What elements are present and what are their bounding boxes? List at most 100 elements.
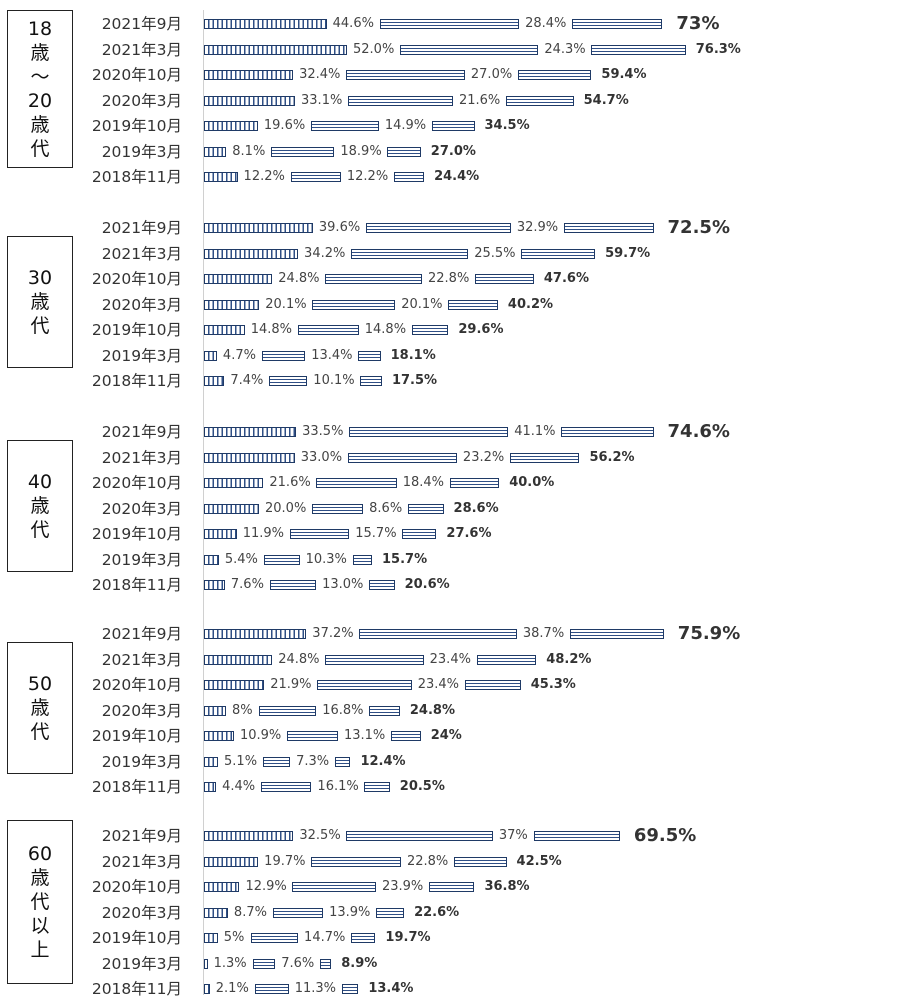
bar-total — [376, 907, 405, 918]
period-label: 2020年3月 — [101, 701, 182, 720]
bar-total — [411, 325, 449, 335]
data-label-a: 4.4% — [222, 779, 256, 794]
data-label-b: 16.1% — [317, 779, 359, 794]
period-label: 2021年9月 — [101, 15, 182, 33]
total-label: 73% — [676, 13, 720, 34]
total-label: 48.2% — [546, 651, 592, 667]
bar-segment-b — [269, 376, 308, 386]
data-label-a: 5.4% — [224, 551, 258, 567]
bar-total — [335, 756, 351, 767]
data-label-a: 19.6% — [263, 118, 306, 133]
bar-total — [360, 376, 382, 386]
data-label-a: 4.7% — [222, 347, 256, 363]
data-label-b: 11.3% — [294, 981, 337, 996]
data-label-b: 13.1% — [343, 728, 386, 743]
bar-segment-b — [263, 554, 300, 565]
bar-total — [393, 172, 425, 182]
data-label-a: 1.3% — [213, 955, 247, 971]
bar-total — [476, 654, 537, 665]
data-label-b: 37% — [498, 828, 528, 843]
data-label-a: 34.2% — [304, 245, 346, 261]
bar-segment-b — [325, 654, 424, 665]
group-label-box: 60 歳 代 以 上 — [7, 820, 73, 984]
data-label-a: 33.5% — [302, 424, 344, 439]
bar-segment-a — [204, 580, 225, 590]
total-label: 36.8% — [484, 879, 530, 894]
data-label-b: 13.0% — [322, 577, 364, 592]
bar-total — [369, 580, 395, 590]
data-label-a: 20.1% — [265, 296, 307, 312]
data-label-b: 23.2% — [462, 449, 505, 465]
data-label-b: 23.9% — [381, 879, 424, 894]
period-label: 2021年9月 — [101, 423, 182, 441]
period-label: 2020年3月 — [101, 903, 182, 922]
period-label: 2019年3月 — [101, 550, 182, 569]
data-label-a: 2.1% — [215, 981, 249, 996]
group-label: 40 歳 代 — [27, 471, 53, 541]
total-label: 59.4% — [601, 67, 647, 82]
bar-segment-a — [204, 756, 219, 767]
period-label: 2019年10月 — [91, 321, 182, 339]
data-label-b: 23.4% — [417, 677, 459, 692]
data-label-a: 11.9% — [242, 526, 285, 541]
data-label-a: 8% — [232, 702, 253, 718]
data-label-a: 33.1% — [301, 92, 343, 108]
bar-total — [521, 248, 596, 259]
bar-segment-a — [204, 146, 227, 157]
data-label-b: 20.1% — [401, 296, 443, 312]
bar-segment-a — [204, 654, 273, 665]
group-label: 60 歳 代 以 上 — [27, 843, 53, 961]
period-label: 2018年11月 — [91, 168, 182, 186]
bar-segment-b — [349, 427, 509, 437]
bar-total — [369, 705, 400, 716]
bar-segment-a — [204, 907, 228, 918]
total-label: 19.7% — [385, 930, 431, 945]
total-label: 47.6% — [543, 271, 589, 286]
bar-segment-a — [204, 325, 245, 335]
period-label: 2020年3月 — [101, 295, 182, 314]
bar-segment-b — [359, 629, 517, 639]
group-label: 18 歳 〜 20 歳 代 — [27, 18, 53, 160]
data-label-a: 44.6% — [332, 16, 374, 31]
bar-segment-a — [204, 274, 273, 284]
period-label: 2018年11月 — [91, 778, 182, 796]
bar-segment-b — [312, 503, 364, 514]
data-label-b: 14.8% — [364, 322, 407, 337]
total-label: 28.6% — [453, 500, 499, 516]
period-label: 2018年11月 — [91, 980, 182, 998]
total-label: 13.4% — [368, 981, 414, 996]
bar-segment-b — [263, 756, 291, 767]
data-label-a: 33.0% — [300, 449, 343, 465]
data-label-a: 12.2% — [243, 169, 285, 184]
bar-segment-b — [250, 933, 299, 943]
data-label-a: 24.8% — [278, 651, 320, 667]
bar-segment-a — [204, 299, 260, 310]
data-label-a: 7.4% — [230, 373, 264, 388]
data-label-b: 24.3% — [544, 41, 586, 57]
bar-segment-a — [204, 19, 327, 29]
bar-segment-b — [269, 580, 317, 590]
total-label: 40.2% — [507, 296, 554, 312]
period-label: 2021年3月 — [101, 244, 182, 263]
bar-total — [387, 146, 421, 157]
period-label: 2021年9月 — [101, 625, 182, 643]
bar-segment-b — [271, 146, 335, 157]
bar-segment-a — [204, 554, 219, 565]
data-label-a: 21.6% — [269, 475, 311, 490]
bar-segment-b — [379, 19, 520, 29]
data-label-a: 37.2% — [312, 626, 354, 641]
data-label-a: 5% — [223, 930, 245, 945]
total-label: 20.6% — [404, 577, 450, 592]
total-label: 24.8% — [409, 702, 455, 718]
bar-total — [341, 984, 359, 994]
bar-total — [475, 274, 534, 284]
total-label: 54.7% — [583, 92, 629, 108]
data-label-a: 8.1% — [232, 143, 266, 159]
bar-segment-b — [261, 350, 306, 361]
bar-segment-a — [204, 172, 238, 182]
total-label: 75.9% — [677, 623, 741, 644]
period-label: 2021年3月 — [101, 448, 182, 467]
data-label-b: 14.9% — [384, 118, 427, 133]
period-label: 2021年3月 — [101, 650, 182, 669]
total-label: 69.5% — [633, 825, 697, 846]
